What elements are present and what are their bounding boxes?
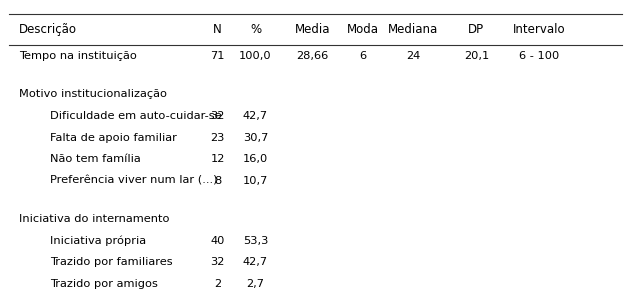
- Text: 8: 8: [214, 176, 221, 186]
- Text: 40: 40: [211, 236, 225, 246]
- Text: Motivo institucionalização: Motivo institucionalização: [19, 89, 167, 99]
- Text: Intervalo: Intervalo: [513, 23, 566, 36]
- Text: Trazido por familiares: Trazido por familiares: [50, 257, 173, 268]
- Text: 28,66: 28,66: [296, 51, 329, 61]
- Text: Iniciativa do internamento: Iniciativa do internamento: [19, 214, 170, 224]
- Text: 20,1: 20,1: [464, 51, 489, 61]
- Text: 32: 32: [211, 111, 225, 121]
- Text: 2,7: 2,7: [247, 279, 264, 289]
- Text: Falta de apoio familiar: Falta de apoio familiar: [50, 132, 177, 143]
- Text: 12: 12: [211, 154, 225, 164]
- Text: Não tem família: Não tem família: [50, 154, 141, 164]
- Text: 100,0: 100,0: [239, 51, 272, 61]
- Text: 24: 24: [406, 51, 420, 61]
- Text: Preferência viver num lar (...): Preferência viver num lar (...): [50, 176, 218, 186]
- Text: 2: 2: [214, 279, 221, 289]
- Text: 6 - 100: 6 - 100: [519, 51, 560, 61]
- Text: Tempo na instituição: Tempo na instituição: [19, 51, 137, 61]
- Text: N: N: [213, 23, 222, 36]
- Text: 10,7: 10,7: [243, 176, 268, 186]
- Text: Mediana: Mediana: [388, 23, 439, 36]
- Text: 42,7: 42,7: [243, 257, 268, 268]
- Text: %: %: [250, 23, 261, 36]
- Text: 53,3: 53,3: [243, 236, 268, 246]
- Text: 32: 32: [211, 257, 225, 268]
- Text: 23: 23: [211, 132, 225, 143]
- Text: Trazido por amigos: Trazido por amigos: [50, 279, 158, 289]
- Text: Moda: Moda: [347, 23, 379, 36]
- Text: Media: Media: [295, 23, 330, 36]
- Text: 30,7: 30,7: [243, 132, 268, 143]
- Text: Dificuldade em auto-cuidar-se: Dificuldade em auto-cuidar-se: [50, 111, 222, 121]
- Text: 16,0: 16,0: [243, 154, 268, 164]
- Text: 71: 71: [211, 51, 225, 61]
- Text: DP: DP: [468, 23, 485, 36]
- Text: 6: 6: [359, 51, 367, 61]
- Text: 42,7: 42,7: [243, 111, 268, 121]
- Text: Descrição: Descrição: [19, 23, 77, 36]
- Text: Iniciativa própria: Iniciativa própria: [50, 236, 146, 246]
